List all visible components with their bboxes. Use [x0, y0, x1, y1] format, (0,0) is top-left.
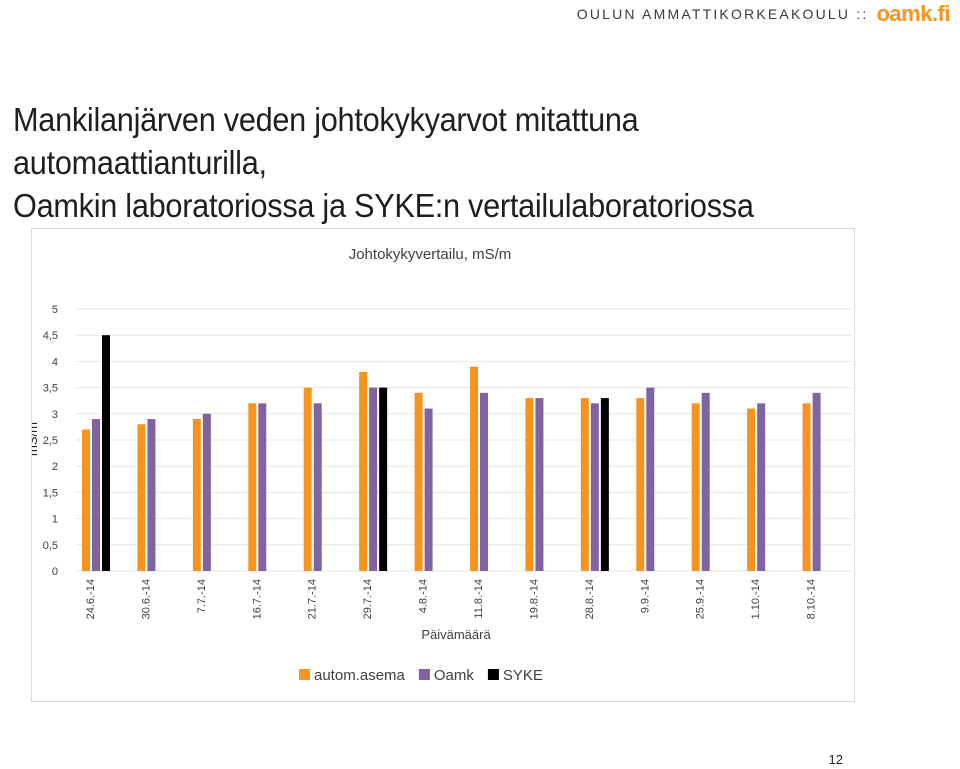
x-tick-label: 25.9.-14 — [695, 579, 707, 619]
chart-title: Johtokykyvertailu, mS/m — [349, 246, 512, 263]
x-tick-label: 21.7.-14 — [307, 579, 319, 619]
bar-autom-asema — [802, 403, 811, 571]
x-tick-label: 9.9.-14 — [639, 579, 651, 613]
y-tick-label: 5 — [52, 304, 58, 316]
legend-swatch — [418, 669, 430, 680]
legend-label: autom.asema — [314, 667, 406, 684]
bar-autom-asema — [525, 398, 534, 571]
y-tick-label: 1,5 — [43, 487, 58, 499]
bars — [82, 335, 821, 571]
bar-oamk — [92, 419, 100, 571]
y-tick-label: 0 — [52, 566, 58, 578]
header: OULUN AMMATTIKORKEAKOULU :: oamk.fi — [576, 1, 951, 26]
x-axis-label: Päivämäärä — [421, 627, 491, 642]
bar-autom-asema — [82, 429, 90, 571]
bar-autom-asema — [580, 398, 589, 571]
x-tick-label: 4.8.-14 — [418, 579, 430, 613]
x-tick-label: 29.7.-14 — [362, 579, 374, 619]
y-tick-label: 2 — [52, 461, 58, 473]
bar-autom-asema — [303, 387, 312, 571]
y-tick-label: 3,5 — [43, 383, 58, 395]
x-tick-label: 24.6.-14 — [85, 579, 97, 619]
bar-syke — [379, 387, 388, 571]
gridlines — [76, 308, 852, 572]
x-tick-label: 19.8.-14 — [528, 579, 540, 619]
bar-autom-asema — [137, 424, 146, 571]
bar-autom-asema — [747, 408, 756, 571]
bar-oamk — [701, 392, 710, 571]
legend-swatch — [487, 669, 499, 680]
bar-oamk — [147, 419, 156, 571]
y-tick-label: 1 — [52, 514, 58, 526]
bar-autom-asema — [192, 419, 201, 571]
bar-autom-asema — [470, 366, 478, 571]
bar-oamk — [313, 403, 322, 571]
page-number: 12 — [828, 752, 843, 767]
slide-title-line-2: Oamkin laboratoriossa ja SYKE:n vertailu… — [13, 187, 754, 224]
slide-title-line-1: Mankilanjärven veden johtokykyarvot mita… — [13, 101, 639, 181]
y-tick-label: 4 — [52, 356, 58, 368]
bar-syke — [102, 335, 110, 571]
bar-oamk — [535, 398, 544, 571]
legend-swatch — [299, 669, 310, 680]
bar-oamk — [480, 392, 488, 571]
y-tick-label: 3 — [52, 409, 58, 421]
x-tick-label: 16.7.-14 — [251, 579, 263, 619]
bar-autom-asema — [636, 398, 645, 571]
bar-chart: 0 0,5 1 1,5 2 2,5 3 3,5 4 4,5 5 24.6.-14 30.6.-14 7.… — [32, 246, 852, 684]
y-tick-label: 4,5 — [43, 330, 58, 342]
bar-oamk — [424, 408, 433, 571]
bar-oamk — [369, 387, 378, 571]
organization-name: OULUN AMMATTIKORKEAKOULU :: — [576, 6, 869, 22]
bar-autom-asema — [414, 392, 423, 571]
y-tick-label: 0,5 — [43, 540, 58, 552]
bar-oamk — [202, 413, 211, 571]
x-tick-label: 8.10.-14 — [806, 579, 818, 619]
x-tick-label: 28.8.-14 — [584, 579, 596, 619]
y-axis-ticks: 0 0,5 1 1,5 2 2,5 3 3,5 4 4,5 5 — [43, 304, 58, 578]
legend-label: Oamk — [434, 667, 475, 684]
bar-oamk — [646, 387, 655, 571]
bar-oamk — [258, 403, 267, 571]
y-tick-label: 2,5 — [43, 435, 58, 447]
x-axis-ticks: 24.6.-14 30.6.-14 7.7.-14 16.7.-14 21.7.-14 2… — [85, 579, 818, 619]
bar-autom-asema — [359, 371, 368, 571]
x-tick-label: 30.6.-14 — [140, 579, 152, 619]
legend-label: SYKE — [503, 667, 543, 684]
x-tick-label: 11.8.-14 — [473, 579, 485, 619]
bar-oamk — [590, 403, 599, 571]
slide-title: Mankilanjärven veden johtokykyarvot mita… — [13, 98, 878, 227]
bar-autom-asema — [691, 403, 700, 571]
bar-oamk — [757, 403, 766, 571]
chart-area: 0 0,5 1 1,5 2 2,5 3 3,5 4 4,5 5 24.6.-14 30.6.-14 7.… — [31, 228, 855, 702]
legend: autom.asema Oamk SYKE — [299, 667, 543, 684]
bar-autom-asema — [248, 403, 257, 571]
oamk-logo: oamk.fi — [876, 1, 950, 26]
y-axis-label: mS/m — [32, 422, 40, 456]
bar-oamk — [812, 392, 821, 571]
bar-syke — [600, 398, 609, 571]
x-tick-label: 7.7.-14 — [196, 579, 208, 613]
x-tick-label: 1.10.-14 — [750, 579, 762, 619]
